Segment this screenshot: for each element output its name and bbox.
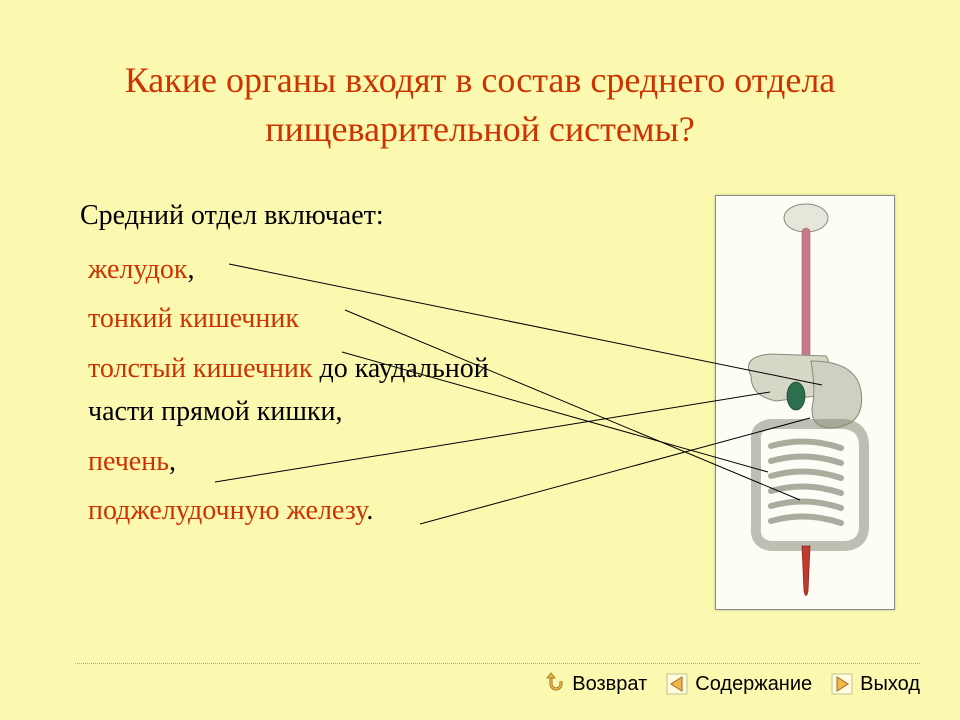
anatomy-svg: [716, 196, 896, 611]
contents-button[interactable]: Содержание: [665, 672, 812, 696]
exit-button[interactable]: Выход: [830, 672, 920, 696]
back-button[interactable]: Возврат: [542, 672, 647, 696]
list-item: печень,: [88, 440, 548, 483]
nav-divider: [75, 663, 920, 664]
item-post: ,: [187, 254, 194, 285]
triangle-left-icon: [665, 672, 689, 696]
item-highlight: печень: [88, 446, 169, 477]
organ-list: желудок, тонкий кишечник толстый кишечни…: [88, 248, 548, 538]
item-highlight: толстый кишечник: [88, 353, 312, 384]
item-post: .: [366, 495, 373, 526]
intro-text: Средний отдел включает:: [80, 200, 384, 232]
anatomy-diagram: [715, 195, 895, 610]
list-item: тонкий кишечник: [88, 297, 548, 340]
item-post: ,: [169, 446, 176, 477]
item-highlight: тонкий кишечник: [88, 303, 299, 334]
nav-bar: Возврат Содержание Выход: [0, 666, 960, 702]
contents-label: Содержание: [695, 673, 812, 696]
list-item: желудок,: [88, 248, 548, 291]
triangle-right-icon: [830, 672, 854, 696]
back-label: Возврат: [572, 673, 647, 696]
item-highlight: желудок: [88, 254, 187, 285]
item-highlight: поджелудочную железу: [88, 495, 366, 526]
page-title: Какие органы входят в состав среднего от…: [70, 56, 890, 153]
list-item: толстый кишечник до каудальной части пря…: [88, 347, 548, 434]
u-turn-icon: [542, 672, 566, 696]
exit-label: Выход: [860, 673, 920, 696]
list-item: поджелудочную железу.: [88, 489, 548, 532]
